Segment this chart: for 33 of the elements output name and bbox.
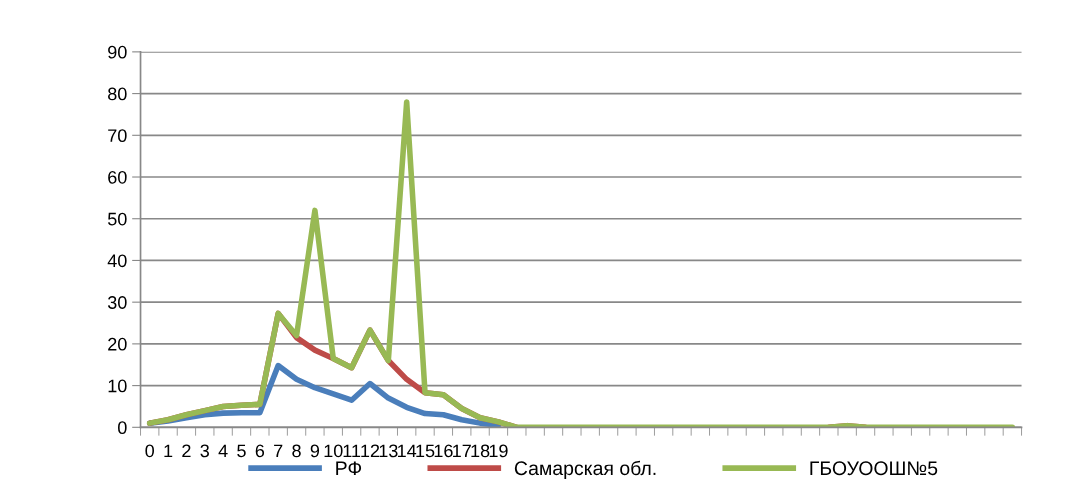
legend-label: Самарская обл.: [514, 460, 656, 479]
x-tick-label: 3: [200, 444, 209, 458]
y-tick-label: 10: [108, 379, 127, 393]
y-tick-label: 20: [108, 337, 127, 351]
x-tick-label: 10: [324, 444, 343, 458]
y-tick-label: 80: [108, 87, 127, 101]
y-tick-label: 0: [118, 421, 127, 435]
x-tick-label: 17: [453, 444, 471, 458]
x-tick-label: 15: [416, 444, 435, 458]
y-tick-label: 40: [107, 254, 127, 268]
x-tick-label: 7: [274, 444, 283, 458]
x-tick-label: 0: [145, 444, 155, 458]
x-tick-label: 13: [379, 444, 398, 458]
x-tick-label: 4: [218, 444, 228, 458]
x-tick-label: 11: [343, 444, 361, 458]
x-tick-label: 9: [310, 444, 320, 458]
y-tick-label: 70: [108, 129, 127, 143]
x-tick-label: 1: [164, 444, 173, 458]
legend-label: РФ: [336, 461, 362, 476]
y-tick-label: 60: [108, 170, 127, 184]
x-tick-label: 14: [398, 444, 417, 458]
legend-label: ГБОУООШ№5: [810, 461, 938, 476]
x-tick-label: 6: [255, 444, 265, 458]
x-tick-label: 16: [434, 444, 453, 458]
y-tick-label: 90: [108, 45, 127, 59]
x-tick-label: 2: [182, 444, 191, 458]
x-tick-label: 18: [471, 444, 490, 458]
x-tick-label: 19: [489, 444, 508, 458]
x-tick-label: 8: [292, 444, 301, 458]
y-tick-label: 50: [107, 212, 127, 226]
y-tick-label: 30: [107, 296, 127, 309]
x-tick-label: 5: [237, 444, 246, 458]
x-tick-label: 12: [361, 444, 380, 458]
